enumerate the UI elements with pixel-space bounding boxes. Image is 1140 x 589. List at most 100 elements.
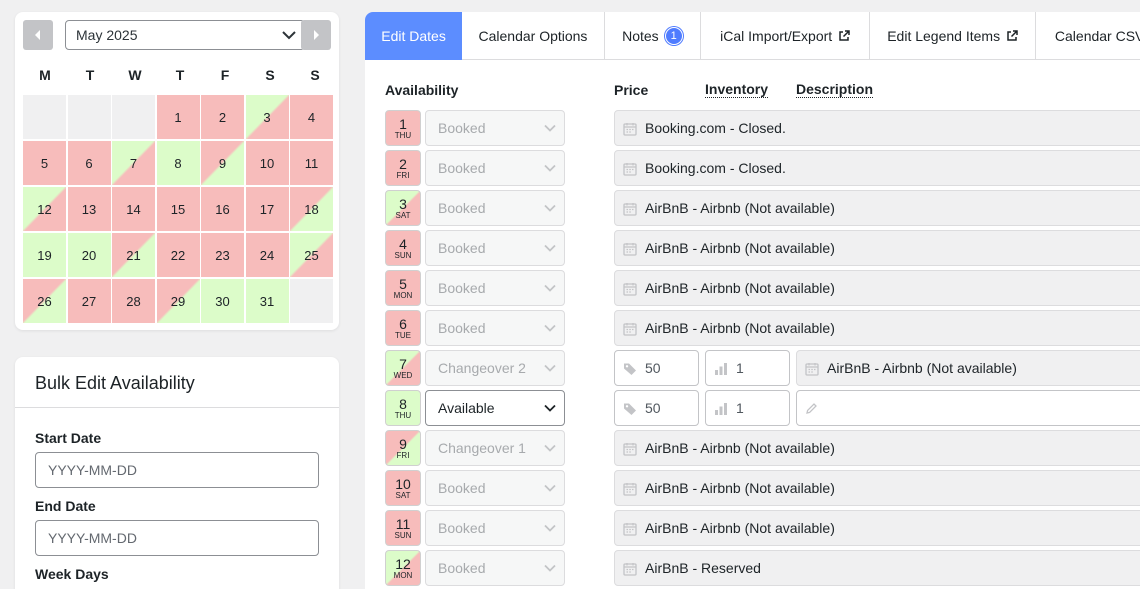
- chevron-down-icon: [544, 244, 556, 252]
- availability-select[interactable]: Booked: [425, 230, 565, 266]
- calendar-day[interactable]: 30: [201, 279, 244, 323]
- calendar-icon: [623, 563, 637, 576]
- date-weekday: FRI: [396, 170, 410, 180]
- calendar-day[interactable]: 31: [245, 279, 289, 323]
- calendar-day-empty: [23, 95, 66, 139]
- month-select[interactable]: May 2025: [65, 20, 305, 50]
- availability-select[interactable]: Booked: [425, 150, 565, 186]
- calendar-day[interactable]: 27: [67, 279, 111, 323]
- calendar-day[interactable]: 28: [112, 279, 155, 323]
- calendar-day[interactable]: 4: [290, 95, 333, 139]
- date-row: 5 MON Booked AirBnB - Airbnb (Not available…: [385, 270, 1140, 306]
- calendar-day[interactable]: 18: [290, 187, 333, 231]
- availability-select[interactable]: Booked: [425, 190, 565, 226]
- calendar-day[interactable]: 26: [23, 279, 66, 323]
- edit-dates-panel: Edit Dates Calendar Options Notes 1 iCal…: [365, 12, 1140, 589]
- calendar-day[interactable]: 8: [156, 141, 200, 185]
- availability-value: Changeover 2: [438, 360, 526, 376]
- calendar-day[interactable]: 11: [290, 141, 333, 185]
- tab-calendar-csv[interactable]: Calendar CSV: [1036, 12, 1140, 60]
- date-badge: 10 SAT: [385, 470, 421, 506]
- day-number: 15: [170, 201, 186, 217]
- date-badge: 11 SUN: [385, 510, 421, 546]
- availability-select[interactable]: Booked: [425, 110, 565, 146]
- date-badge: 6 TUE: [385, 310, 421, 346]
- availability-select[interactable]: Changeover 1: [425, 430, 565, 466]
- inventory-column-header[interactable]: Inventory: [705, 81, 769, 98]
- date-badge: 1 THU: [385, 110, 421, 146]
- start-date-input[interactable]: [35, 452, 319, 488]
- day-number: 8: [174, 155, 182, 171]
- calendar-icon: [623, 523, 637, 536]
- tab-ical-import-export[interactable]: iCal Import/Export: [701, 12, 871, 60]
- availability-select[interactable]: Booked: [425, 470, 565, 506]
- bulk-edit-title: Bulk Edit Availability: [15, 357, 339, 408]
- calendar-day[interactable]: 1: [156, 95, 200, 139]
- date-row: 11 SUN Booked AirBnB - Airbnb (Not availabl…: [385, 510, 1140, 546]
- calendar-day[interactable]: 3: [245, 95, 289, 139]
- date-weekday: TUE: [395, 330, 411, 340]
- date-number: 3: [399, 195, 407, 212]
- end-date-input[interactable]: [35, 520, 319, 556]
- availability-select[interactable]: Booked: [425, 510, 565, 546]
- description-column-header[interactable]: Description: [796, 81, 874, 98]
- day-number: 29: [170, 293, 186, 309]
- calendar-day[interactable]: 7: [112, 141, 155, 185]
- calendar-day[interactable]: 20: [67, 233, 111, 277]
- availability-select[interactable]: Changeover 2: [425, 350, 565, 386]
- calendar-day[interactable]: 2: [201, 95, 244, 139]
- prev-month-button[interactable]: [23, 20, 53, 50]
- chevron-down-icon: [544, 404, 556, 412]
- description-field: AirBnB - Airbnb (Not available): [614, 270, 1140, 306]
- date-badge: 4 SUN: [385, 230, 421, 266]
- next-month-button[interactable]: [301, 20, 331, 50]
- description-field: AirBnB - Airbnb (Not available): [614, 230, 1140, 266]
- calendar-day[interactable]: 22: [156, 233, 200, 277]
- price-input[interactable]: 50: [614, 390, 699, 426]
- inventory-value: 1: [736, 360, 744, 376]
- availability-value: Changeover 1: [438, 440, 526, 456]
- calendar-day[interactable]: 21: [112, 233, 155, 277]
- tab-label: Edit Dates: [381, 28, 446, 44]
- tab-edit-dates[interactable]: Edit Dates: [365, 12, 463, 60]
- day-number: 31: [259, 293, 275, 309]
- calendar-day[interactable]: 6: [67, 141, 111, 185]
- calendar-day[interactable]: 14: [112, 187, 155, 231]
- availability-select[interactable]: Booked: [425, 270, 565, 306]
- calendar-day-empty: [290, 279, 333, 323]
- date-badge: 12 MON: [385, 550, 421, 586]
- availability-select[interactable]: Booked: [425, 550, 565, 586]
- day-number: 11: [304, 155, 319, 171]
- description-value: AirBnB - Airbnb (Not available): [827, 360, 1017, 376]
- calendar-day[interactable]: 12: [23, 187, 66, 231]
- day-number: 2: [218, 109, 227, 125]
- description-value: AirBnB - Airbnb (Not available): [645, 520, 835, 536]
- calendar-day[interactable]: 29: [156, 279, 200, 323]
- calendar-day[interactable]: 16: [201, 187, 244, 231]
- calendar-day[interactable]: 25: [290, 233, 333, 277]
- day-number: 6: [85, 155, 93, 171]
- calendar-day[interactable]: 9: [201, 141, 244, 185]
- tab-notes[interactable]: Notes 1: [605, 12, 701, 60]
- inventory-input[interactable]: 1: [705, 390, 790, 426]
- calendar-day[interactable]: 19: [23, 233, 66, 277]
- availability-value: Booked: [438, 160, 486, 176]
- calendar-day[interactable]: 17: [245, 187, 289, 231]
- price-input[interactable]: 50: [614, 350, 699, 386]
- calendar-day[interactable]: 15: [156, 187, 200, 231]
- tab-calendar-options[interactable]: Calendar Options: [462, 12, 605, 60]
- description-input[interactable]: [796, 390, 1140, 426]
- calendar-day[interactable]: 5: [23, 141, 66, 185]
- day-number: 21: [126, 247, 141, 263]
- calendar-day[interactable]: 10: [245, 141, 289, 185]
- availability-select[interactable]: Booked: [425, 310, 565, 346]
- calendar-day[interactable]: 13: [67, 187, 111, 231]
- description-field: Booking.com - Closed.: [614, 150, 1140, 186]
- tab-edit-legend-items[interactable]: Edit Legend Items: [870, 12, 1036, 60]
- availability-select[interactable]: Available: [425, 390, 565, 426]
- inventory-input[interactable]: 1: [705, 350, 790, 386]
- calendar-day[interactable]: 23: [201, 233, 244, 277]
- calendar-day[interactable]: 24: [245, 233, 289, 277]
- date-badge: 9 FRI: [385, 430, 421, 466]
